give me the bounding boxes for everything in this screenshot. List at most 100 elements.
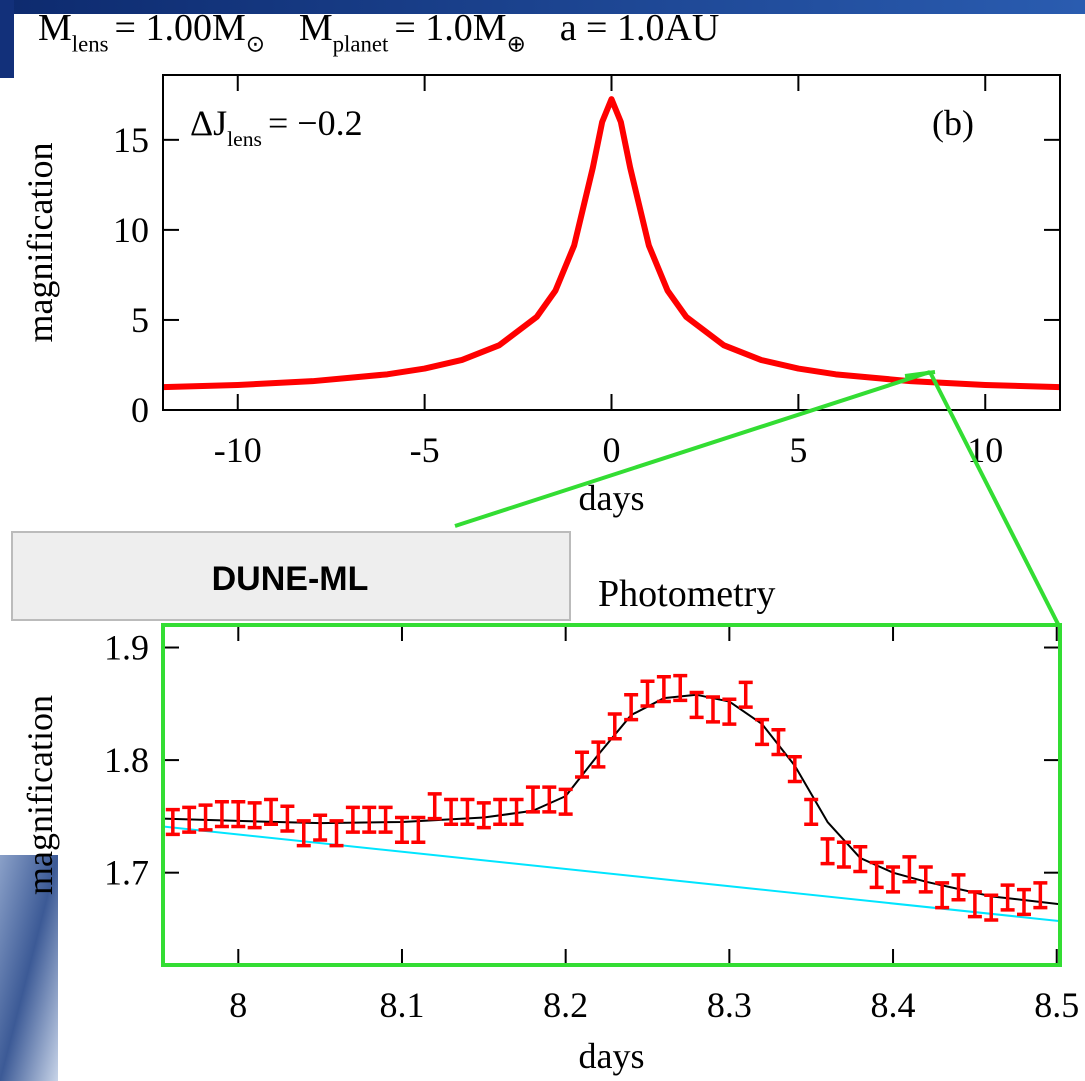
background-band <box>0 0 14 78</box>
error-bar <box>935 881 950 910</box>
text-segment: = 1.00M <box>115 7 246 49</box>
error-bar <box>722 697 737 726</box>
chart: 8 8.1 8.2 8.3 8.4 8.5 1.7 1.8 1.9 days magnificati… <box>20 573 1079 1076</box>
x-tick-label: -10 <box>214 430 262 470</box>
text-segment: ΔJ <box>190 103 227 143</box>
error-bar <box>1000 883 1015 912</box>
error-bar <box>771 727 786 757</box>
x-tick-label: 5 <box>789 430 807 470</box>
error-bar <box>755 717 770 747</box>
series-line <box>163 96 1060 391</box>
error-bar <box>853 845 868 874</box>
zoom-connector <box>904 370 936 378</box>
error-bar <box>787 754 802 784</box>
text-segment: = 1.0M <box>394 7 506 49</box>
error-bar <box>558 787 573 816</box>
error-bar <box>902 855 917 884</box>
zoom-connector <box>454 370 931 528</box>
x-tick-label: 8.4 <box>871 985 916 1025</box>
plot-frame <box>161 623 1062 967</box>
error-bar <box>673 673 688 703</box>
text-segment: M <box>38 7 72 49</box>
text-segment: lens <box>72 31 109 56</box>
series-line <box>163 825 1060 923</box>
y-axis-label: magnification <box>20 695 60 895</box>
error-bar <box>542 785 557 814</box>
error-bar <box>525 785 540 814</box>
label-text: DUNE-ML <box>212 560 369 598</box>
error-bar <box>476 801 491 830</box>
error-bar <box>689 690 704 720</box>
text-segment: M <box>299 7 333 49</box>
x-axis-label: days <box>579 478 645 518</box>
error-bar <box>1033 881 1048 910</box>
x-tick-label: 0 <box>603 430 621 470</box>
label-box <box>11 531 571 621</box>
error-bar <box>182 805 197 834</box>
error-bar <box>591 740 606 769</box>
error-bar <box>951 873 966 902</box>
error-bar <box>394 815 409 845</box>
x-tick-label: 8.1 <box>379 985 424 1025</box>
annotation: (b) <box>932 103 974 143</box>
overlay: DUNE-ML <box>11 370 1060 625</box>
y-tick-label: 1.8 <box>104 740 149 780</box>
error-bar <box>1016 887 1031 917</box>
error-bar <box>313 813 328 842</box>
text-segment: (b) <box>932 103 974 143</box>
error-bar <box>869 860 884 890</box>
background-band <box>0 0 1085 14</box>
text-segment: ⊙ <box>246 31 265 56</box>
error-bar <box>444 797 459 827</box>
x-tick-label: 8 <box>229 985 247 1025</box>
error-bar <box>918 865 933 894</box>
plot-frame <box>162 74 1061 411</box>
y-tick-label: 10 <box>113 210 149 250</box>
error-bar <box>231 800 246 829</box>
error-bar <box>575 750 590 779</box>
error-bar <box>984 893 999 922</box>
y-tick-label: 1.7 <box>104 853 149 893</box>
error-bar <box>607 712 622 741</box>
background-image <box>0 855 58 1081</box>
error-bar <box>247 801 262 830</box>
plot-area <box>163 673 1060 923</box>
plot-area <box>163 96 1060 391</box>
error-bar <box>345 805 360 834</box>
error-bar <box>378 805 393 834</box>
y-tick-label: 15 <box>113 120 149 160</box>
error-bar <box>804 797 819 827</box>
error-bar <box>509 797 524 827</box>
error-bar <box>165 807 180 837</box>
annotation: ΔJlens = −0.2 <box>190 103 363 151</box>
text-segment: planet <box>333 31 389 56</box>
text-segment: a = 1.0AU <box>560 7 720 49</box>
zoom-connector <box>928 371 1060 625</box>
error-bar <box>329 819 344 848</box>
text-segment: = −0.2 <box>268 103 363 143</box>
error-bar <box>264 797 279 827</box>
chart-title: Mlens = 1.00M⊙ Mplanet = 1.0M⊕ a = 1.0AU <box>38 7 719 56</box>
error-bar <box>640 679 655 708</box>
y-axis-label: magnification <box>20 143 60 343</box>
error-bar <box>738 680 753 709</box>
y-tick-label: 0 <box>131 390 149 430</box>
x-tick-label: -5 <box>410 430 440 470</box>
x-tick-label: 8.3 <box>707 985 752 1025</box>
error-bar <box>705 695 720 724</box>
error-bar <box>214 800 229 829</box>
x-tick-label: 8.2 <box>543 985 588 1025</box>
text-segment: Photometry <box>598 573 775 615</box>
error-bar <box>820 837 835 866</box>
error-bar <box>362 805 377 834</box>
y-tick-label: 5 <box>131 300 149 340</box>
error-bar <box>886 865 901 894</box>
chart-title: Photometry <box>598 573 775 615</box>
x-tick-label: 8.5 <box>1034 985 1079 1025</box>
error-bar <box>836 840 851 869</box>
error-bar <box>460 797 475 827</box>
error-bar <box>296 819 311 848</box>
error-bar <box>493 797 508 827</box>
